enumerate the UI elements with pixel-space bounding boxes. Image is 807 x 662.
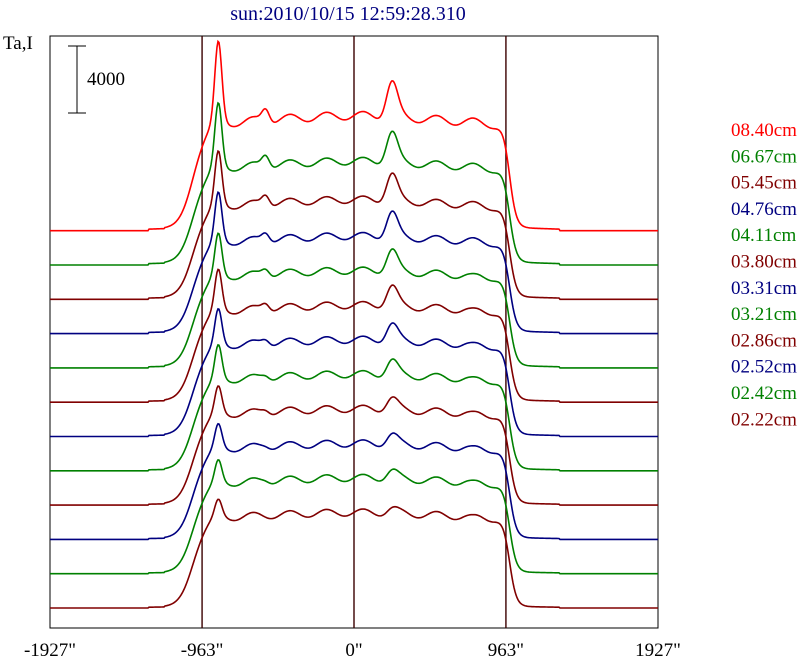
legend-entry: 02.42cm — [731, 383, 797, 404]
legend-entry: 03.80cm — [731, 252, 797, 273]
x-tick-label: -963" — [181, 640, 224, 661]
scale-bar: 4000 — [68, 45, 125, 114]
x-tick-label: 1927" — [635, 640, 681, 661]
legend-entry: 04.11cm — [731, 225, 796, 246]
series-line-04.11cm — [50, 232, 658, 369]
series-line-03.21cm — [50, 343, 658, 472]
legend-entry: 05.45cm — [731, 173, 797, 194]
legend: 08.40cm 06.67cm 05.45cm 04.76cm 04.11cm 03.80… — [731, 120, 797, 430]
legend-entry: 02.86cm — [731, 330, 797, 351]
series-line-05.45cm — [50, 149, 658, 301]
x-tick-labels: -1927" -963" 0" 963" 1927" — [24, 640, 681, 661]
x-tick-label: 0" — [345, 640, 362, 661]
chart-title: sun:2010/10/15 12:59:28.310 — [230, 3, 466, 25]
series-line-08.40cm — [50, 39, 658, 232]
series-line-04.76cm — [50, 191, 658, 335]
legend-entry: 08.40cm — [731, 120, 797, 141]
legend-entry: 04.76cm — [731, 199, 797, 220]
legend-entry: 03.31cm — [731, 278, 797, 299]
series-line-03.80cm — [50, 268, 658, 403]
y-axis-label: Ta,I — [3, 33, 33, 54]
series-line-02.52cm — [50, 422, 658, 541]
x-tick-label: 963" — [488, 640, 524, 661]
x-tick-label: -1927" — [24, 640, 76, 661]
series-line-06.67cm — [50, 101, 658, 266]
series-line-02.86cm — [50, 385, 658, 506]
scale-bar-label: 4000 — [87, 69, 125, 90]
legend-entry: 06.67cm — [731, 146, 797, 167]
legend-entry: 02.52cm — [731, 357, 797, 378]
series-lines — [50, 39, 658, 609]
vertical-reference-lines — [201, 36, 507, 628]
legend-entry: 02.22cm — [731, 409, 797, 430]
series-line-02.42cm — [50, 458, 658, 575]
legend-entry: 03.21cm — [731, 304, 797, 325]
series-line-03.31cm — [50, 307, 658, 438]
series-line-02.22cm — [50, 498, 658, 609]
